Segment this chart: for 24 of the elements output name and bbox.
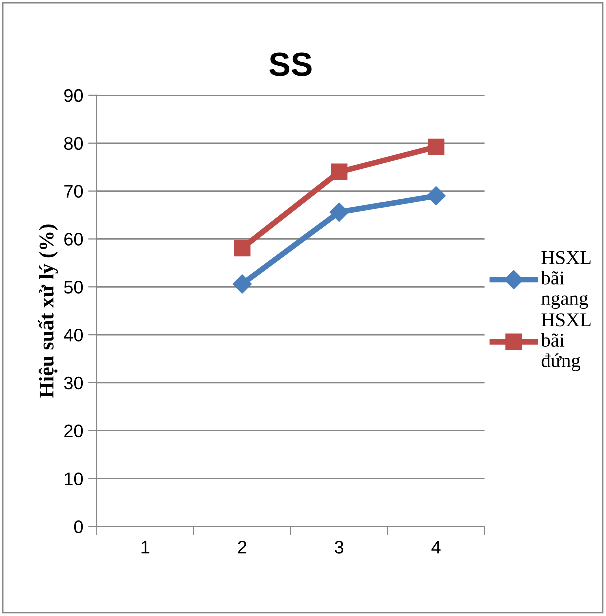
point (330, 202, 349, 222)
x-tick-label: 1 (142, 541, 150, 554)
x-tick-label: 2 (238, 541, 247, 554)
point (331, 164, 348, 180)
point (426, 186, 446, 206)
y-tick-label: 30 (64, 376, 84, 390)
y-tick-label: 50 (64, 281, 84, 294)
x-tick-label: 4 (432, 541, 441, 554)
point (428, 138, 445, 156)
y-tick-label: 80 (64, 137, 84, 150)
y-tick-label: 40 (64, 328, 84, 342)
y-tick-label: 70 (64, 185, 84, 198)
y-tick-label: 90 (64, 89, 84, 102)
chart-title: SS (270, 52, 312, 76)
y-tick-label: 10 (65, 472, 84, 486)
y-tick-label: 60 (64, 233, 84, 246)
y-tick-label: 20 (64, 424, 84, 438)
y-axis-title: Hiệu suất xử lý (%) (38, 224, 58, 398)
point (234, 240, 251, 257)
x-tick-label: 3 (335, 541, 344, 554)
legend-label: HSXL bãi đứng (541, 314, 591, 372)
y-tick-label: 0 (74, 520, 84, 534)
point (232, 274, 252, 294)
legend-label: HSXL bãi ngang (541, 251, 591, 310)
